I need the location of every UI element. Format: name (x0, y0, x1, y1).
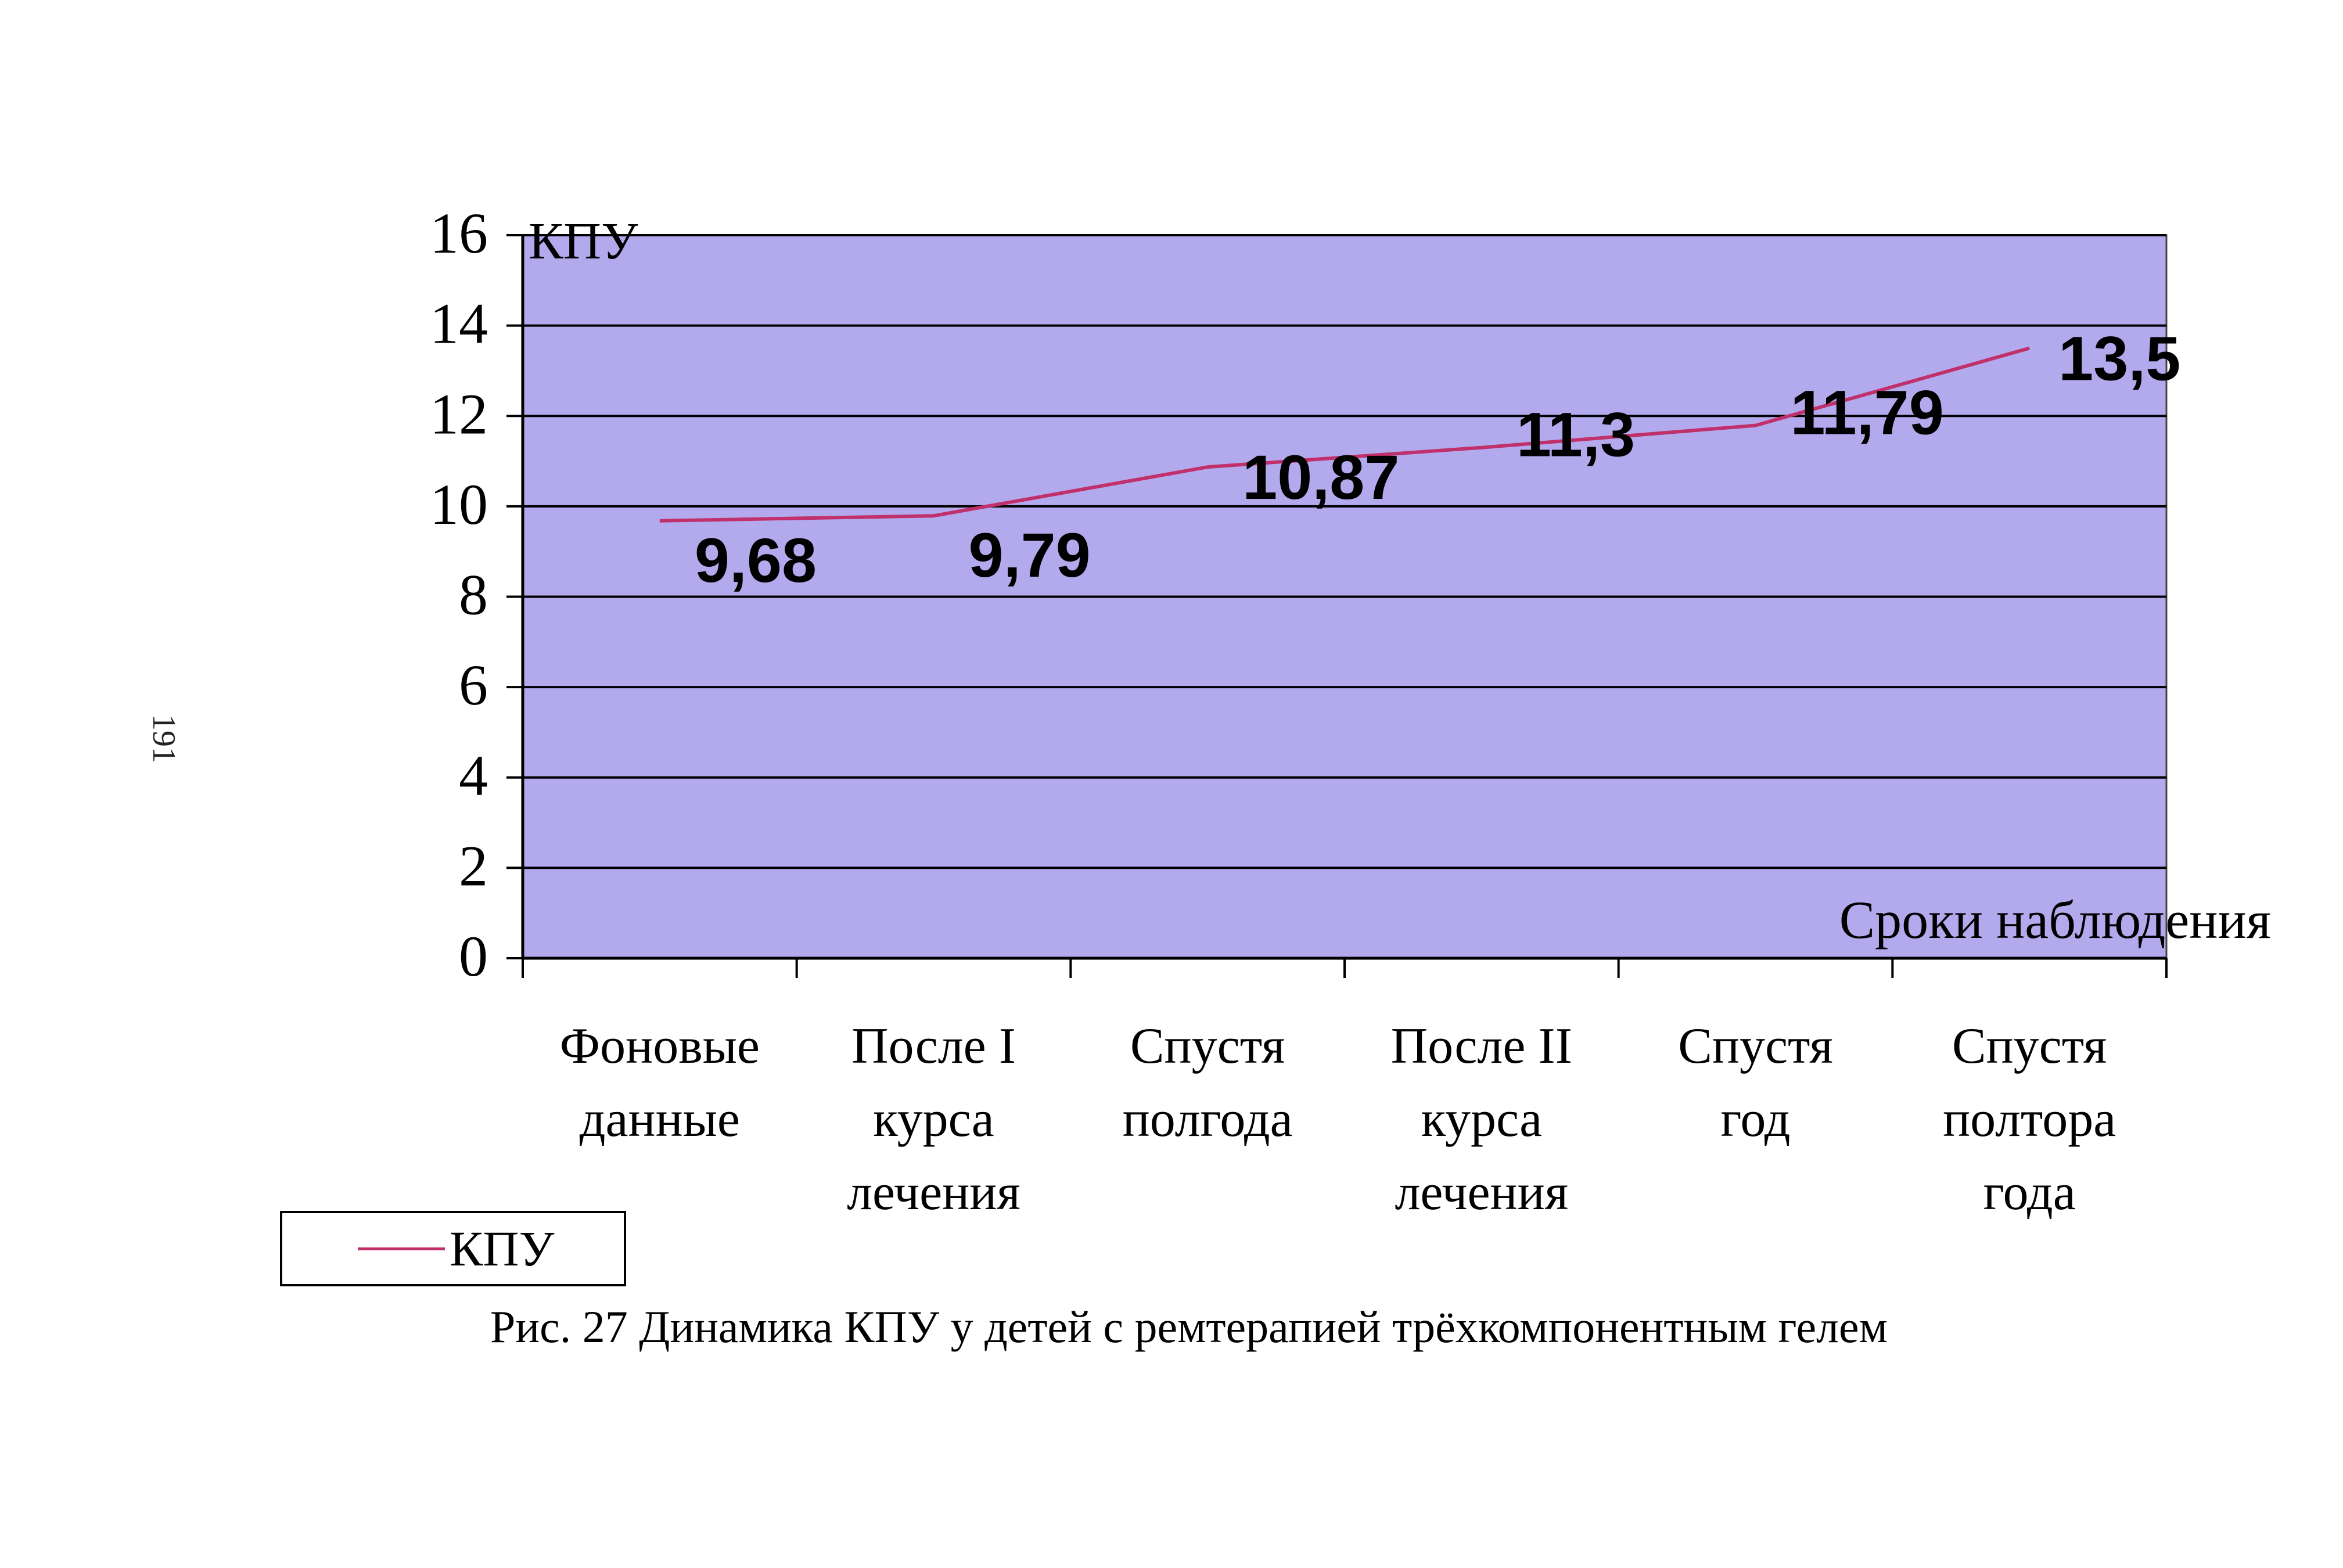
y-tick-label: 14 (430, 292, 488, 356)
y-tick-labels: 0 2 4 6 8 10 12 14 16 (430, 201, 488, 988)
data-label: 13,5 (2058, 323, 2180, 394)
data-label: 9,79 (969, 520, 1091, 590)
gridlines (523, 234, 2166, 869)
figure-caption: Рис. 27 Динамика КПУ у детей с ремтерапи… (490, 1301, 1888, 1352)
x-tick-label: Спустя полгода (1123, 1018, 1293, 1148)
y-tick-label: 16 (430, 201, 488, 265)
x-tick-label-line: года (1983, 1164, 2076, 1221)
x-tick-label: После I курса лечения (847, 1018, 1020, 1221)
x-tick-label-line: Спустя (1678, 1018, 1833, 1074)
x-tick-label-line: год (1720, 1091, 1790, 1148)
y-axis-label: КПУ (529, 213, 638, 270)
x-tick-label-line: Спустя (1130, 1018, 1285, 1074)
x-tick-label-line: Фоновые (560, 1018, 760, 1074)
x-tick-label-line: полгода (1123, 1091, 1293, 1148)
y-tick-label: 2 (459, 833, 488, 898)
x-tick-label-line: полтора (1943, 1091, 2116, 1148)
y-tick-label: 12 (430, 382, 488, 446)
x-tick-label-line: лечения (1395, 1164, 1568, 1221)
x-tick-label-line: данные (580, 1091, 740, 1148)
x-tick-label: Спустя год (1678, 1018, 1833, 1148)
data-labels: 9,68 9,79 10,87 11,3 11,79 13,5 (695, 323, 2181, 595)
x-axis-label: Сроки наблюдения (1839, 890, 2271, 950)
data-label: 10,87 (1242, 442, 1399, 512)
x-tick-label-line: курса (1421, 1091, 1542, 1148)
data-label: 11,3 (1517, 400, 1635, 470)
x-category-labels: Фоновые данные После I курса лечения Спустя по… (560, 1018, 2116, 1221)
x-tick-label: Фоновые данные (560, 1018, 760, 1148)
series-line-kpu (659, 346, 2030, 523)
legend-line-swatch (358, 1247, 445, 1250)
x-tick-label-line: После I (851, 1018, 1016, 1074)
y-tick-label: 4 (459, 743, 488, 808)
x-tick-label: После II курса лечения (1391, 1018, 1572, 1221)
x-tick-label-line: лечения (847, 1164, 1020, 1221)
x-tick-label-line: Спустя (1952, 1018, 2107, 1074)
legend-label: КПУ (450, 1221, 555, 1276)
legend: КПУ (280, 1211, 626, 1286)
y-tick-label: 6 (459, 653, 488, 717)
x-tick-marks (522, 958, 2168, 978)
x-tick-label: Спустя полтора года (1943, 1018, 2116, 1221)
data-label: 9,68 (695, 525, 817, 595)
y-tick-label: 10 (430, 472, 488, 537)
x-tick-label-line: После II (1391, 1018, 1572, 1074)
x-tick-label-line: курса (873, 1091, 994, 1148)
data-label: 11,79 (1791, 377, 1944, 448)
y-tick-label: 8 (459, 563, 488, 627)
y-tick-label: 0 (459, 924, 488, 988)
